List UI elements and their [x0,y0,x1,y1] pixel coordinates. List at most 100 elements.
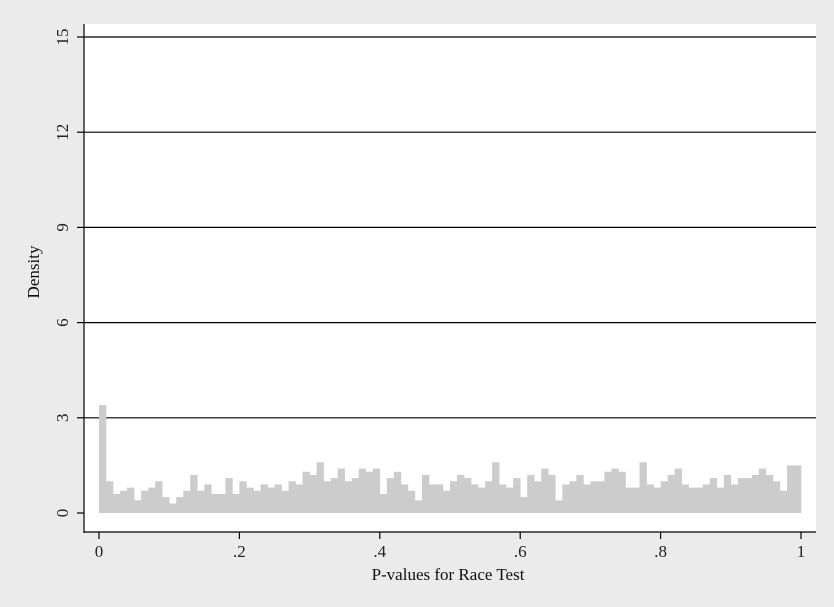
bar-54 [478,487,486,513]
bar-6 [141,490,149,513]
bar-80 [660,481,668,513]
x-tick-label-.8: .8 [654,542,667,561]
bar-96 [772,481,781,513]
bar-24 [267,487,275,513]
y-tick-label-12: 12 [53,124,72,141]
bar-14 [197,490,205,513]
y-tick-label-9: 9 [53,223,72,232]
bar-34 [337,468,345,513]
bars [99,405,802,513]
bar-42 [393,471,402,513]
bar-52 [464,478,472,513]
bar-92 [744,478,753,513]
bar-89 [723,474,732,513]
bar-27 [288,481,296,513]
bar-3 [120,490,128,513]
bar-58 [506,487,514,513]
y-tick-labels: 0 3 6 9 12 15 [53,29,84,518]
bar-83 [681,484,689,513]
bar-40 [379,493,388,513]
bar-57 [499,484,507,513]
bar-18 [225,478,233,513]
bar-97 [779,490,788,513]
bar-30 [309,474,317,513]
bar-20 [239,481,247,513]
bar-15 [204,484,212,513]
y-axis-title: Density [24,245,43,298]
bar-72 [604,471,612,513]
bar-95 [765,474,774,513]
bar-62 [534,481,542,513]
bar-13 [190,474,198,513]
bar-53 [471,484,479,513]
y-tick-label-3: 3 [53,414,72,423]
bar-5 [134,500,142,513]
bar-84 [688,487,696,513]
bar-35 [344,481,353,513]
bar-43 [400,484,409,513]
x-tick-label-.2: .2 [233,542,246,561]
bar-99 [793,465,802,513]
bar-22 [253,490,261,513]
bar-37 [358,468,367,513]
bar-60 [520,497,528,513]
bar-0 [99,405,107,513]
bar-65 [555,500,563,513]
bar-59 [513,478,521,513]
bar-74 [618,471,626,513]
bar-41 [386,478,395,513]
bar-85 [695,487,704,513]
bar-36 [351,478,360,513]
bar-33 [330,478,338,513]
bar-56 [492,462,500,513]
bar-2 [113,493,121,513]
bar-88 [716,487,725,513]
bar-25 [274,484,282,513]
bar-44 [407,490,416,513]
bar-21 [246,487,254,513]
bar-79 [653,487,661,513]
x-tick-label-.4: .4 [373,542,386,561]
bar-70 [590,481,598,513]
bar-29 [302,471,310,513]
x-tick-label-0: 0 [95,542,104,561]
bar-55 [485,481,493,513]
bar-64 [548,474,556,513]
bar-10 [169,503,177,513]
y-tick-label-0: 0 [53,509,72,518]
bar-1 [106,481,114,513]
bar-81 [667,474,675,513]
bar-91 [737,478,746,513]
bar-75 [625,487,633,513]
y-tick-label-15: 15 [53,29,72,46]
bar-69 [583,484,591,513]
bar-50 [450,481,458,513]
bar-77 [639,462,647,513]
bar-9 [162,497,170,513]
bar-61 [527,474,535,513]
x-tick-label-.6: .6 [514,542,527,561]
x-tick-labels: 0 .2 .4 .6 .8 1 [95,532,806,561]
bar-68 [576,474,584,513]
bar-67 [569,481,577,513]
bar-19 [232,493,240,513]
bar-46 [421,474,430,513]
bar-45 [414,500,423,513]
axes [83,24,816,533]
bar-47 [428,484,437,513]
bar-28 [295,484,303,513]
bar-94 [758,468,767,513]
bar-23 [260,484,268,513]
bar-17 [218,493,226,513]
bar-8 [155,481,163,513]
bar-51 [457,474,465,513]
bar-48 [435,484,444,513]
y-tick-label-6: 6 [53,318,72,327]
bar-76 [632,487,640,513]
bar-63 [541,468,549,513]
x-tick-label-1: 1 [797,542,806,561]
bar-11 [176,497,184,513]
bar-98 [786,465,795,513]
bar-82 [674,468,682,513]
